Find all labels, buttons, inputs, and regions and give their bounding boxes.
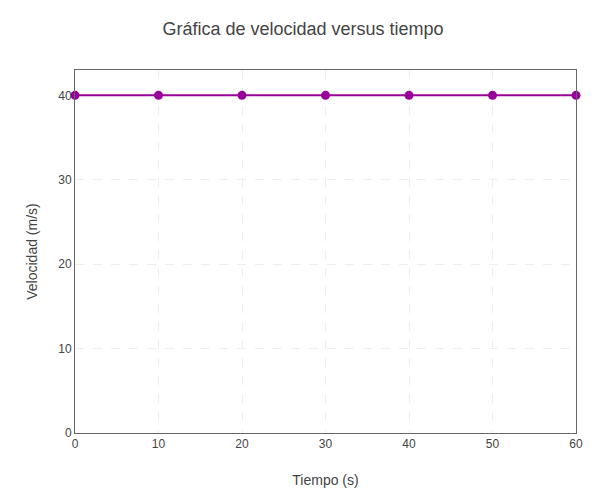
svg-text:10: 10 [152, 437, 166, 451]
svg-text:30: 30 [58, 173, 72, 187]
svg-text:50: 50 [486, 437, 500, 451]
svg-text:20: 20 [235, 437, 249, 451]
svg-text:40: 40 [58, 89, 72, 103]
svg-text:10: 10 [58, 342, 72, 356]
svg-text:Tiempo (s): Tiempo (s) [292, 472, 358, 488]
svg-text:Velocidad (m/s): Velocidad (m/s) [24, 203, 40, 299]
svg-text:20: 20 [58, 257, 72, 271]
svg-text:0: 0 [65, 426, 72, 440]
svg-text:40: 40 [402, 437, 416, 451]
svg-text:Gráfica de velocidad versus ti: Gráfica de velocidad versus tiempo [162, 19, 443, 39]
svg-text:60: 60 [569, 437, 583, 451]
svg-text:30: 30 [319, 437, 333, 451]
svg-text:0: 0 [72, 437, 79, 451]
